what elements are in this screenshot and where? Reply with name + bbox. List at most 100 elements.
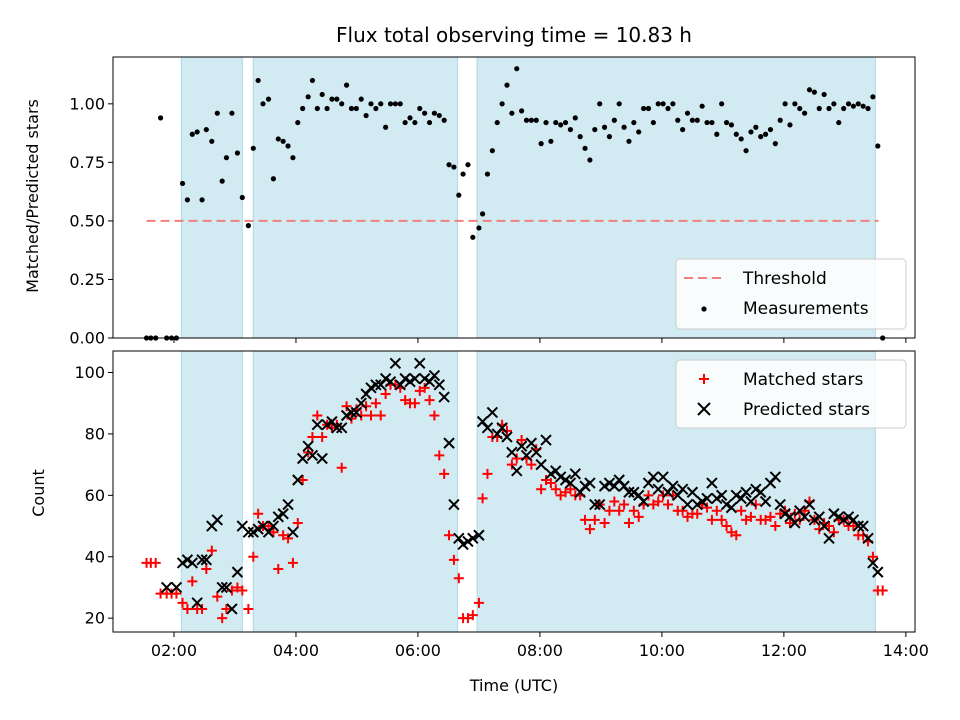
matched-point [702, 502, 713, 513]
predicted-point [769, 471, 782, 483]
matched-point [828, 527, 839, 538]
matched-point [653, 496, 664, 507]
matched-point [263, 521, 274, 532]
count-panel: 20 40 60 80 100 02:00 04:00 06:00 08:00 10:00 12:0… [74, 350, 929, 660]
matched-point [662, 499, 673, 510]
matched-point [858, 530, 869, 541]
legend-measurement-symbol [701, 306, 707, 312]
measurement-point [203, 126, 209, 133]
measurement-point [636, 129, 642, 135]
measurement-point [245, 223, 251, 229]
measurement-point [748, 129, 754, 135]
measurement-point [533, 117, 539, 123]
matched-point [287, 557, 298, 568]
measurement-point [631, 119, 637, 126]
matched-point [375, 410, 386, 421]
predicted-point [740, 486, 752, 498]
measurement-point [777, 117, 783, 123]
predicted-point [216, 581, 228, 594]
measurement-point [860, 103, 866, 109]
measurement-point [426, 119, 433, 126]
predicted-point [789, 517, 801, 529]
matched-point [692, 508, 703, 519]
measurement-point [523, 117, 530, 123]
predicted-point [287, 526, 299, 538]
measurement-point [543, 119, 549, 126]
matched-point [623, 517, 634, 528]
matched-point [736, 505, 747, 516]
measurement-point [650, 119, 656, 126]
measurement-point [621, 124, 627, 130]
matched-point [784, 517, 795, 528]
legend-label: Measurements [743, 299, 869, 319]
measurement-point [519, 108, 525, 114]
matched-point [439, 468, 450, 479]
predicted-point [657, 471, 669, 483]
measurement-point [265, 96, 272, 102]
measurement-point [451, 164, 457, 170]
measurement-point [219, 178, 225, 184]
measurement-point [214, 110, 220, 116]
predicted-point [443, 437, 455, 449]
measurement-point [314, 105, 320, 112]
measurement-point [358, 96, 364, 102]
measurement-point [758, 134, 764, 140]
matched-point [482, 468, 493, 479]
matched-point [356, 410, 367, 421]
predicted-point [637, 495, 650, 508]
matched-point [877, 585, 888, 596]
matched-point [824, 521, 835, 532]
measurement-point [499, 101, 505, 107]
measurement-point [689, 117, 695, 123]
measurement-point [489, 148, 495, 154]
predicted-point [872, 566, 884, 578]
measurement-point [199, 197, 205, 203]
measurement-point [275, 136, 281, 142]
matched-point [721, 521, 732, 532]
measurement-point [270, 176, 276, 182]
matched-point [217, 613, 228, 624]
measurement-point [567, 126, 574, 133]
matched-point [361, 401, 372, 412]
predicted-point [226, 603, 238, 615]
predicted-point [676, 483, 689, 495]
matched-point [177, 597, 188, 608]
y-tick-label: 0.00 [69, 329, 105, 348]
measurement-point [504, 82, 510, 88]
matched-point [643, 490, 654, 501]
measurement-point [836, 119, 842, 126]
matched-point [589, 514, 600, 525]
matched-point [150, 557, 161, 568]
y-tick-label: 0.75 [69, 153, 105, 172]
measurement-point [831, 101, 837, 107]
predicted-point [745, 495, 757, 508]
predicted-point [370, 379, 382, 391]
x-tick-label: 14:00 [883, 641, 929, 660]
measurement-point [538, 141, 544, 147]
measurement-point [753, 124, 759, 130]
matched-point [429, 410, 440, 421]
predicted-point [277, 508, 289, 520]
matched-point [536, 484, 547, 495]
measurement-point [601, 124, 608, 130]
predicted-point [186, 557, 198, 569]
predicted-point [414, 357, 426, 369]
predicted-point [647, 471, 660, 483]
measurement-point [441, 117, 447, 123]
measurement-point [392, 101, 398, 107]
predicted-point [525, 437, 538, 449]
measurement-point [402, 119, 408, 126]
predicted-point [467, 532, 479, 545]
predicted-point [803, 498, 816, 511]
measurement-point [660, 101, 666, 107]
predicted-point [389, 357, 402, 369]
measurement-point [339, 101, 345, 107]
figure-title: Flux total observing time = 10.83 h [336, 23, 692, 47]
predicted-point [515, 440, 528, 452]
y-axis-label-count: Count [29, 469, 48, 517]
y-tick-label: 0.50 [69, 211, 105, 230]
measurement-point [373, 105, 379, 112]
measurement-point [334, 96, 340, 102]
measurement-point [412, 119, 418, 126]
measurement-point [577, 134, 583, 140]
